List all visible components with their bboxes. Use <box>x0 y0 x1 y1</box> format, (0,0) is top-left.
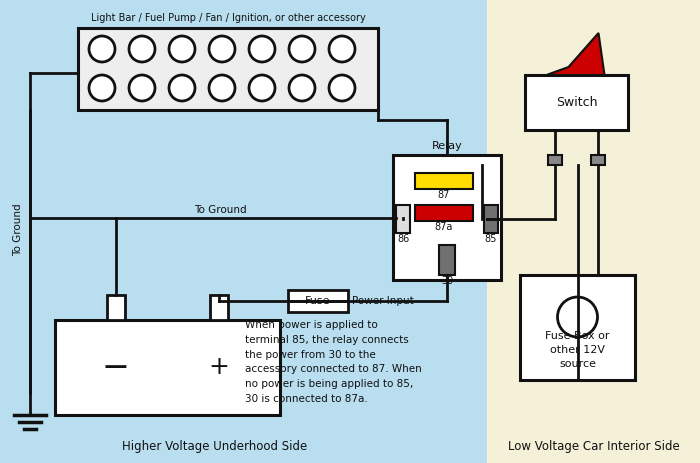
Circle shape <box>557 297 598 337</box>
Text: Higher Voltage Underhood Side: Higher Voltage Underhood Side <box>122 440 307 453</box>
Text: When power is applied to
terminal 85, the relay connects
the power from 30 to th: When power is applied to terminal 85, th… <box>245 320 421 404</box>
Text: 86: 86 <box>397 234 409 244</box>
Bar <box>415 173 473 189</box>
Bar <box>548 155 562 165</box>
Circle shape <box>169 36 195 62</box>
Text: To Ground: To Ground <box>194 205 246 215</box>
Bar <box>288 290 348 312</box>
Text: −: − <box>102 351 130 384</box>
Bar <box>210 295 228 320</box>
Circle shape <box>289 36 315 62</box>
Text: Fuse Box or
other 12V
source: Fuse Box or other 12V source <box>545 331 610 369</box>
Circle shape <box>289 75 315 101</box>
Bar <box>484 205 498 233</box>
Bar <box>55 320 280 415</box>
Bar <box>106 295 125 320</box>
Text: 87: 87 <box>438 190 450 200</box>
Text: Light Bar / Fuel Pump / Fan / Ignition, or other accessory: Light Bar / Fuel Pump / Fan / Ignition, … <box>90 13 365 23</box>
Bar <box>439 245 455 275</box>
Bar <box>0 0 487 463</box>
Text: 85: 85 <box>485 234 497 244</box>
Circle shape <box>209 75 235 101</box>
Polygon shape <box>547 33 605 75</box>
Bar <box>487 0 700 463</box>
Text: Relay: Relay <box>432 141 463 151</box>
Bar <box>78 28 378 110</box>
Circle shape <box>249 75 275 101</box>
Text: Power Input: Power Input <box>352 296 414 306</box>
Bar <box>591 155 605 165</box>
Text: 30: 30 <box>441 276 453 286</box>
Circle shape <box>129 36 155 62</box>
Bar <box>393 155 501 280</box>
Text: To Ground: To Ground <box>13 204 23 257</box>
Bar <box>415 205 473 221</box>
Bar <box>396 205 410 233</box>
Circle shape <box>89 36 115 62</box>
Text: Low Voltage Car Interior Side: Low Voltage Car Interior Side <box>508 440 680 453</box>
Circle shape <box>129 75 155 101</box>
Text: +: + <box>209 356 230 380</box>
Circle shape <box>169 75 195 101</box>
Circle shape <box>89 75 115 101</box>
Bar <box>525 75 628 130</box>
Text: Fuse: Fuse <box>305 296 330 306</box>
Text: Switch: Switch <box>556 96 597 109</box>
Circle shape <box>329 36 355 62</box>
Bar <box>520 275 635 380</box>
Circle shape <box>249 36 275 62</box>
Text: 87a: 87a <box>435 222 453 232</box>
Circle shape <box>209 36 235 62</box>
Circle shape <box>329 75 355 101</box>
